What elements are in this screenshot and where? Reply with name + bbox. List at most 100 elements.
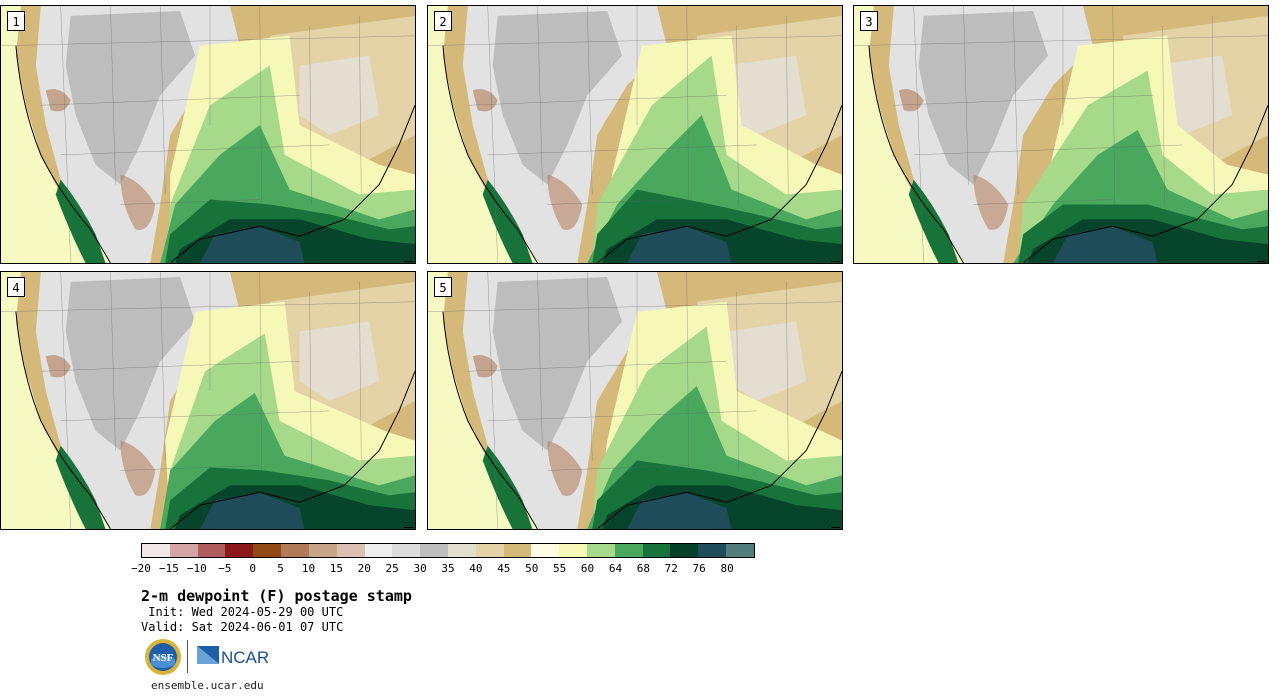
colorbar-swatch (392, 544, 421, 557)
dry-spot (120, 440, 156, 496)
colorbar-swatch (587, 544, 615, 557)
state-boundary (428, 35, 842, 46)
gulf-of-mexico (200, 226, 305, 263)
state-boundary (120, 199, 260, 205)
colorbar-tick-label: −5 (218, 562, 232, 575)
colorbar-tick-label: 40 (469, 562, 483, 575)
colorbar-tick-label: 64 (608, 562, 623, 575)
panel-number: 1 (7, 11, 25, 31)
coastline (169, 105, 415, 263)
colorbar-tick-label: 60 (580, 562, 595, 575)
scale-tick (831, 261, 840, 262)
great-lakes-region (299, 55, 380, 135)
coastline (596, 371, 842, 529)
mountain-region (65, 10, 196, 185)
state-boundary (973, 199, 1113, 205)
colorbar-swatch (670, 544, 699, 557)
logos: NSF NCAR (144, 638, 284, 676)
colorbar-swatch (142, 544, 170, 557)
state-boundary (110, 272, 116, 451)
panel-number: 5 (434, 277, 452, 297)
dewpoint-map-2 (428, 6, 842, 263)
state-boundary (259, 6, 262, 205)
scale-tick (1257, 261, 1266, 262)
state-boundary (537, 272, 543, 451)
state-boundary (547, 199, 687, 205)
gulf-of-mexico (627, 226, 732, 263)
state-boundary (913, 6, 924, 263)
coastline (596, 105, 842, 263)
state-boundary (40, 95, 300, 106)
colorbar-swatch (475, 544, 504, 557)
state-boundary (60, 410, 330, 422)
postage-stamp-panel-1: 1 (0, 5, 416, 264)
colorbar-tick-label: 35 (441, 562, 455, 575)
colorbar-swatch (698, 544, 727, 557)
colorbar-ticks: −20 −15 −10 −5 0 5 10 15 20 25 30 35 40 45 50 55 60 64 68 7… (131, 562, 755, 576)
scale-tick (831, 527, 840, 528)
state-boundary (60, 272, 71, 529)
colorbar-tick-label: 72 (664, 562, 678, 575)
colorbar (141, 543, 755, 558)
colorbar-swatch (336, 544, 365, 557)
colorbar-swatch (503, 544, 532, 557)
dry-spot (547, 174, 583, 230)
state-boundary (259, 272, 262, 471)
colorbar-tick-label: 50 (525, 562, 539, 575)
colorbar-tick-label: 15 (329, 562, 343, 575)
dewpoint-map-5 (428, 272, 842, 529)
colorbar-tick-label: 20 (357, 562, 371, 575)
state-boundary (1212, 15, 1215, 195)
postage-stamp-panel-4: 4 (0, 271, 416, 530)
colorbar-tick-label: 30 (413, 562, 427, 575)
great-lakes-region (299, 321, 380, 401)
state-boundary (854, 35, 1268, 46)
colorbar-swatch (531, 544, 560, 557)
state-boundary (359, 281, 362, 461)
colorbar-swatch (420, 544, 448, 557)
colorbar-swatch (726, 544, 754, 557)
state-boundary (586, 6, 593, 195)
coastline (1022, 105, 1268, 263)
postage-stamp-panel-3: 3 (853, 5, 1269, 264)
dewpoint-map-4 (1, 272, 415, 529)
state-boundary (913, 144, 1183, 156)
state-boundary (60, 6, 71, 263)
dry-spot (547, 440, 583, 496)
coastline (15, 311, 111, 529)
state-boundary (428, 301, 842, 312)
gulf-of-mexico (200, 492, 305, 529)
state-boundary (40, 361, 300, 372)
state-boundary (467, 95, 727, 106)
panel-number: 4 (7, 277, 25, 297)
state-boundary (487, 410, 757, 422)
state-boundary (467, 361, 727, 372)
state-boundary (487, 6, 498, 263)
colorbar-tick-label: 80 (720, 562, 734, 575)
state-boundary (309, 25, 312, 205)
mountain-region (492, 10, 623, 185)
dewpoint-map-1 (1, 6, 415, 263)
coastline (442, 311, 538, 529)
scale-tick (404, 527, 413, 528)
init-time: Init: Wed 2024-05-29 00 UTC (141, 605, 344, 619)
colorbar-swatch (197, 544, 226, 557)
state-boundary (359, 15, 362, 195)
colorbar-swatch (281, 544, 309, 557)
state-boundary (60, 144, 330, 156)
svg-text:NSF: NSF (153, 652, 174, 664)
mountain-region (918, 10, 1049, 185)
colorbar-swatch (559, 544, 587, 557)
great-lakes-region (726, 55, 807, 135)
logo-divider (187, 640, 188, 673)
site-url: ensemble.ucar.edu (151, 679, 264, 692)
colorbar-swatch (253, 544, 282, 557)
state-boundary (1112, 6, 1115, 205)
scale-tick (404, 261, 413, 262)
colorbar-swatch (364, 544, 393, 557)
colorbar-tick-label: 76 (692, 562, 706, 575)
state-boundary (686, 6, 689, 205)
coastline (169, 371, 415, 529)
dry-spot (973, 174, 1009, 230)
state-boundary (537, 6, 543, 185)
